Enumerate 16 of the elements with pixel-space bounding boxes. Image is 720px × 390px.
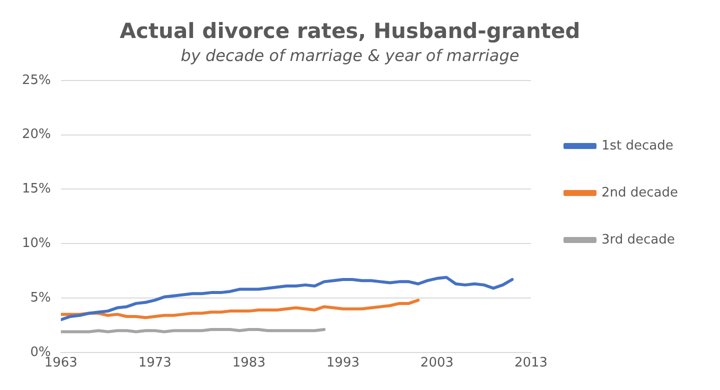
- y-tick-label: 20%: [22, 127, 51, 142]
- x-tick-label: 1983: [232, 356, 266, 371]
- y-tick-label: 10%: [22, 236, 51, 251]
- chart-title: Actual divorce rates, Husband-granted: [120, 19, 580, 44]
- y-tick-label: 25%: [22, 72, 51, 88]
- x-tick-label: 2003: [420, 356, 454, 371]
- x-tick-label: 1973: [138, 356, 172, 371]
- legend-label: 2nd decade: [601, 185, 678, 200]
- x-tick-label: 1963: [44, 356, 78, 371]
- legend-label: 3rd decade: [601, 232, 675, 248]
- y-tick-label: 5%: [30, 290, 51, 306]
- chart-subtitle: by decade of marriage & year of marriage: [180, 46, 520, 65]
- y-tick-label: 15%: [22, 182, 51, 197]
- legend-label: 1st decade: [601, 138, 674, 154]
- x-tick-label: 2013: [514, 356, 548, 371]
- x-tick-label: 1993: [326, 356, 360, 371]
